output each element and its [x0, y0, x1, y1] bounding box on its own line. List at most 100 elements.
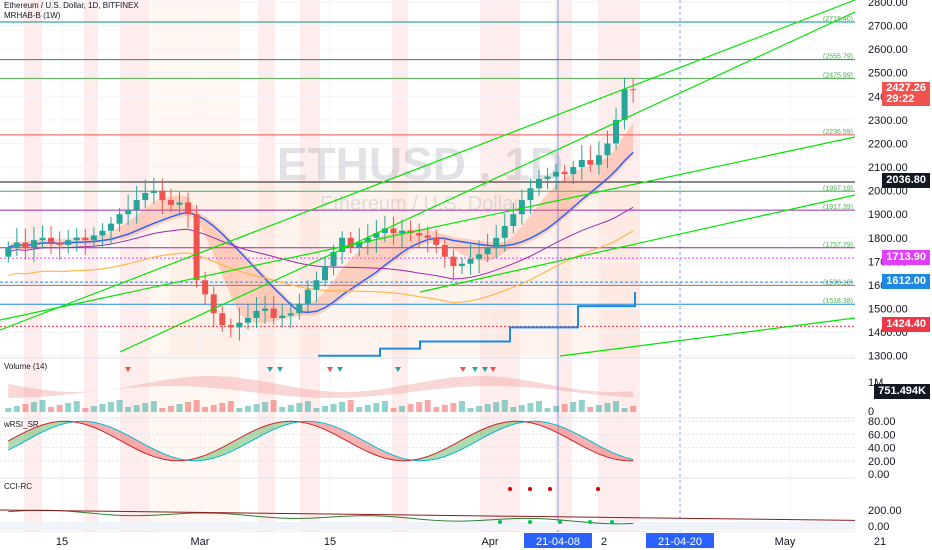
rsi-line: [8, 420, 634, 462]
candle-body: [544, 176, 551, 179]
level-badge-2036: 2036.80: [882, 173, 930, 188]
candle-body: [373, 233, 380, 238]
rsi-cloud: [273, 421, 283, 430]
price-tick-label: 2600.00: [868, 44, 908, 56]
volume-bar: [313, 408, 320, 412]
cci-tick-label: 200.00: [868, 505, 902, 517]
price-tick-label: 2700.00: [868, 21, 908, 33]
candle-body: [270, 308, 277, 318]
volume-bar: [561, 404, 568, 412]
countdown-value: 29:22: [886, 93, 915, 105]
volume-signal-marker: [472, 367, 478, 372]
volume-bar: [484, 404, 491, 412]
candle-body: [193, 214, 200, 281]
candle-body: [82, 237, 89, 241]
rsi-cloud: [265, 423, 274, 434]
indicator-title[interactable]: MRHAB-B (1W): [4, 11, 61, 20]
cci-tick-label: 0.00: [868, 521, 889, 533]
cci-zero-band: [0, 522, 855, 530]
volume-bar: [185, 402, 192, 412]
trendlines[interactable]: [0, 0, 856, 357]
volume-signal-marker: [460, 367, 466, 372]
volume-bar: [22, 404, 29, 412]
candle-body: [484, 247, 491, 255]
volume-bar: [133, 405, 140, 412]
candlestick-series[interactable]: [5, 77, 637, 341]
candle-body: [185, 202, 192, 215]
date-tick-label: Apr: [481, 536, 498, 548]
volume-signal-marker: [395, 367, 401, 372]
candle-body: [236, 322, 243, 328]
candle-body: [65, 240, 72, 245]
ma-orange: [8, 230, 634, 304]
volume-bar: [304, 401, 311, 412]
date-tick-label: Mar: [191, 536, 210, 548]
volume-bar: [476, 406, 483, 412]
rsi-cloud: [376, 447, 385, 459]
volume-badge: 751.494K: [874, 384, 930, 399]
volume-bar: [441, 405, 448, 412]
volume-bar: [142, 403, 149, 412]
candle-body: [441, 244, 448, 257]
date-tick-label: 2: [601, 536, 607, 548]
candle-body: [536, 178, 542, 189]
candle-body: [381, 228, 388, 234]
candle-body: [347, 237, 354, 248]
wrsi-label[interactable]: wRSI_SR: [4, 420, 39, 429]
volume-bar: [587, 407, 594, 412]
rsi-tick-label: 0.00: [868, 469, 889, 481]
volume-signal-marker: [482, 367, 488, 372]
highlight-date-2-box: [646, 533, 714, 548]
volume-bar: [244, 406, 251, 412]
candle-body: [424, 235, 431, 238]
rsi-cloud: [307, 421, 317, 427]
volume-label[interactable]: Volume (14): [4, 362, 48, 371]
cci-label[interactable]: CCI-RC: [4, 482, 32, 491]
candle-body: [518, 200, 525, 215]
symbol-title[interactable]: Ethereum / U.S. Dollar, 1D, BITFINEX: [4, 1, 139, 10]
volume-bar: [399, 406, 406, 412]
volume-bar: [364, 405, 371, 412]
volume-bar: [176, 404, 183, 412]
ribbon-fill: [8, 123, 634, 324]
volume-bar: [73, 401, 80, 412]
price-tick-label: 1800.00: [868, 233, 908, 245]
highlight-date-1: 21-04-08: [536, 536, 580, 548]
time-axis[interactable]: 15 Mar 15 Apr 2 May 21 21-04-08 21-04-20: [0, 532, 932, 550]
candle-body: [279, 315, 286, 318]
candle-body: [587, 159, 594, 165]
rsi-cloud: [85, 421, 94, 428]
volume-bar: [578, 400, 585, 412]
wrsi-pane: [0, 420, 855, 462]
volume-bar: [544, 408, 551, 412]
rsi-cloud: [153, 449, 163, 460]
volume-bar: [108, 402, 114, 412]
volume-bar: [424, 400, 431, 412]
candle-body: [244, 317, 251, 323]
level-label: (2555.79): [823, 54, 853, 61]
volume-bar: [527, 403, 534, 412]
session-band: [84, 0, 98, 550]
candle-body: [108, 223, 114, 231]
volume-bar: [467, 408, 474, 412]
candle-body: [390, 228, 397, 234]
volume-bar: [270, 400, 277, 412]
volume-signal-marker: [125, 367, 131, 372]
volume-bar: [356, 407, 363, 412]
volume-bar: [125, 407, 132, 412]
rsi-cloud: [316, 421, 325, 430]
watermark-ticker: ETHUSD , 1D: [277, 138, 563, 190]
rsi-cloud: [205, 451, 214, 460]
candle-body: [416, 233, 423, 236]
rsi-cloud: [547, 422, 557, 433]
price-tick-label: 1900.00: [868, 209, 908, 221]
candle-body: [399, 230, 406, 234]
volume-bar: [339, 402, 346, 412]
candle-body: [30, 240, 37, 248]
candle-body: [99, 230, 106, 236]
step-line: [318, 292, 636, 357]
volume-bar: [56, 405, 63, 412]
date-tick-label: 15: [324, 536, 336, 548]
volume-bar: [510, 407, 517, 412]
